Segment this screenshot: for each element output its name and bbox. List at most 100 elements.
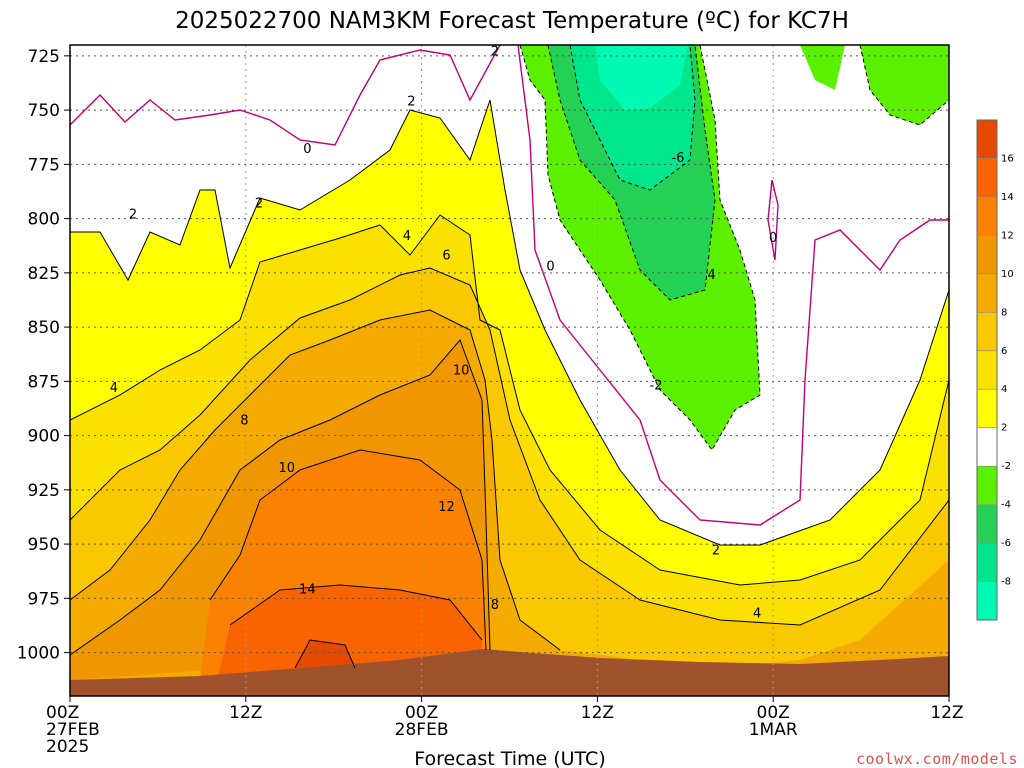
colorbar-label: -2 bbox=[1001, 461, 1011, 472]
contour-2 bbox=[70, 99, 949, 546]
contour-16 bbox=[294, 639, 356, 669]
colorbar-label: 6 bbox=[1001, 346, 1007, 357]
contour-label: 2 bbox=[407, 94, 415, 109]
contour-label: 2 bbox=[491, 45, 499, 60]
contour-0-upper bbox=[70, 45, 501, 146]
contour-minus2-topright bbox=[859, 45, 949, 126]
x-tick-label: 1MAR bbox=[749, 720, 798, 740]
contour-label: 2 bbox=[129, 207, 137, 222]
colorbar-label: 16 bbox=[1001, 153, 1014, 164]
colorbar-segment bbox=[977, 466, 997, 505]
x-tick-label: 00Z bbox=[757, 703, 790, 723]
colorbar-label: 4 bbox=[1001, 384, 1007, 395]
colorbar-label: -4 bbox=[1001, 500, 1011, 511]
colorbar-segment bbox=[977, 350, 997, 390]
contour-label: 14 bbox=[299, 583, 316, 598]
contour-6 bbox=[70, 267, 949, 626]
contour-minus4 bbox=[547, 45, 716, 301]
fill-minus8 bbox=[595, 45, 688, 110]
y-tick-label: 925 bbox=[28, 481, 60, 501]
zero-contours bbox=[70, 45, 949, 526]
y-tick-label: 725 bbox=[28, 47, 60, 67]
colorbar-segment bbox=[977, 235, 997, 274]
x-tick-label: 00Z bbox=[46, 703, 79, 723]
x-tick-label: 28FEB bbox=[395, 720, 449, 740]
colorbar-segment bbox=[977, 427, 997, 467]
contour-label: 10 bbox=[453, 364, 470, 379]
colorbar-segment bbox=[977, 389, 997, 428]
contour-0-main bbox=[517, 45, 949, 526]
contour-label: 0 bbox=[769, 231, 777, 246]
contour-minus6 bbox=[569, 45, 696, 191]
contour-14 bbox=[229, 584, 483, 641]
colorbar-label: 2 bbox=[1001, 423, 1007, 434]
colorbar-label: 10 bbox=[1001, 269, 1014, 280]
x-tick-label: 2025 bbox=[46, 737, 89, 757]
plot-frame bbox=[69, 44, 950, 697]
y-tick-label: 800 bbox=[28, 210, 60, 230]
colorbar-segment bbox=[977, 504, 997, 544]
terrain bbox=[70, 649, 949, 696]
x-tick-label: 12Z bbox=[930, 703, 963, 723]
contour-10 bbox=[70, 339, 491, 656]
y-tick-label: 875 bbox=[28, 372, 60, 392]
contour-label: -2 bbox=[650, 379, 663, 394]
contour-label: 2 bbox=[712, 544, 720, 559]
x-axis-title: Forecast Time (UTC) bbox=[414, 748, 605, 768]
y-tick-label: 825 bbox=[28, 264, 60, 284]
colorbar-segment bbox=[977, 120, 997, 159]
fill-16plus bbox=[295, 640, 355, 668]
colorbar-label: 12 bbox=[1001, 230, 1014, 241]
y-tick-label: 850 bbox=[28, 318, 60, 338]
contour-label: 0 bbox=[546, 259, 554, 274]
contour-label: 4 bbox=[110, 381, 118, 396]
y-tick-label: 1000 bbox=[17, 644, 60, 664]
y-axis: 725 750 775 800 825 850 875 900 925 950 975 1000 bbox=[17, 47, 70, 664]
colorbar-segment bbox=[977, 312, 997, 351]
x-tick-label: 27FEB bbox=[46, 720, 100, 740]
x-tick-label: 00Z bbox=[405, 703, 438, 723]
chart-title: 2025022700 NAM3KM Forecast Temperature (… bbox=[175, 8, 849, 34]
contour-label: 4 bbox=[403, 229, 411, 244]
contour-label: 12 bbox=[438, 500, 455, 515]
colorbar-segment bbox=[977, 581, 997, 620]
contour-8 bbox=[70, 309, 561, 651]
contour-minus2 bbox=[519, 45, 761, 451]
colorbar: 16 14 12 10 8 6 4 2 -2 -4 -6 -8 bbox=[976, 119, 1014, 621]
y-tick-label: 950 bbox=[28, 535, 60, 555]
x-tick-label: 12Z bbox=[581, 703, 614, 723]
contour-0-small bbox=[767, 179, 779, 261]
colorbar-label: -8 bbox=[1001, 577, 1011, 588]
contour-label: 10 bbox=[279, 461, 296, 476]
y-tick-label: 750 bbox=[28, 101, 60, 121]
contour-12 bbox=[209, 449, 487, 651]
contour-label: 4 bbox=[753, 607, 761, 622]
grid bbox=[69, 45, 950, 696]
y-tick-label: 900 bbox=[28, 427, 60, 447]
negative-contours bbox=[519, 45, 949, 451]
contour-label: 0 bbox=[303, 142, 311, 157]
contour-label: 8 bbox=[240, 413, 248, 428]
temperature-field bbox=[70, 45, 949, 696]
x-tick-label: 12Z bbox=[229, 703, 262, 723]
colorbar-label: -6 bbox=[1001, 538, 1011, 549]
contour-labels: 2 2 2 2 0 0 0 4 4 4 4 6 8 8 10 10 12 14 2 -2 -6 bbox=[110, 45, 778, 622]
contour-label: 8 bbox=[491, 598, 499, 613]
contour-lines bbox=[70, 99, 949, 669]
contour-label: 4 bbox=[708, 268, 716, 283]
credit-text: coolwx.com/models bbox=[856, 750, 1018, 768]
y-tick-label: 775 bbox=[28, 155, 60, 175]
colorbar-frame bbox=[976, 119, 998, 621]
contour-label: -6 bbox=[671, 151, 684, 166]
colorbar-segment bbox=[977, 196, 997, 236]
colorbar-label: 8 bbox=[1001, 307, 1007, 318]
colorbar-label: 14 bbox=[1001, 192, 1014, 203]
y-tick-label: 975 bbox=[28, 589, 60, 609]
colorbar-segment bbox=[977, 273, 997, 313]
contour-label: 6 bbox=[442, 248, 450, 263]
colorbar-segment bbox=[977, 158, 997, 197]
contour-label: 2 bbox=[255, 196, 263, 211]
contour-4 bbox=[70, 214, 949, 586]
